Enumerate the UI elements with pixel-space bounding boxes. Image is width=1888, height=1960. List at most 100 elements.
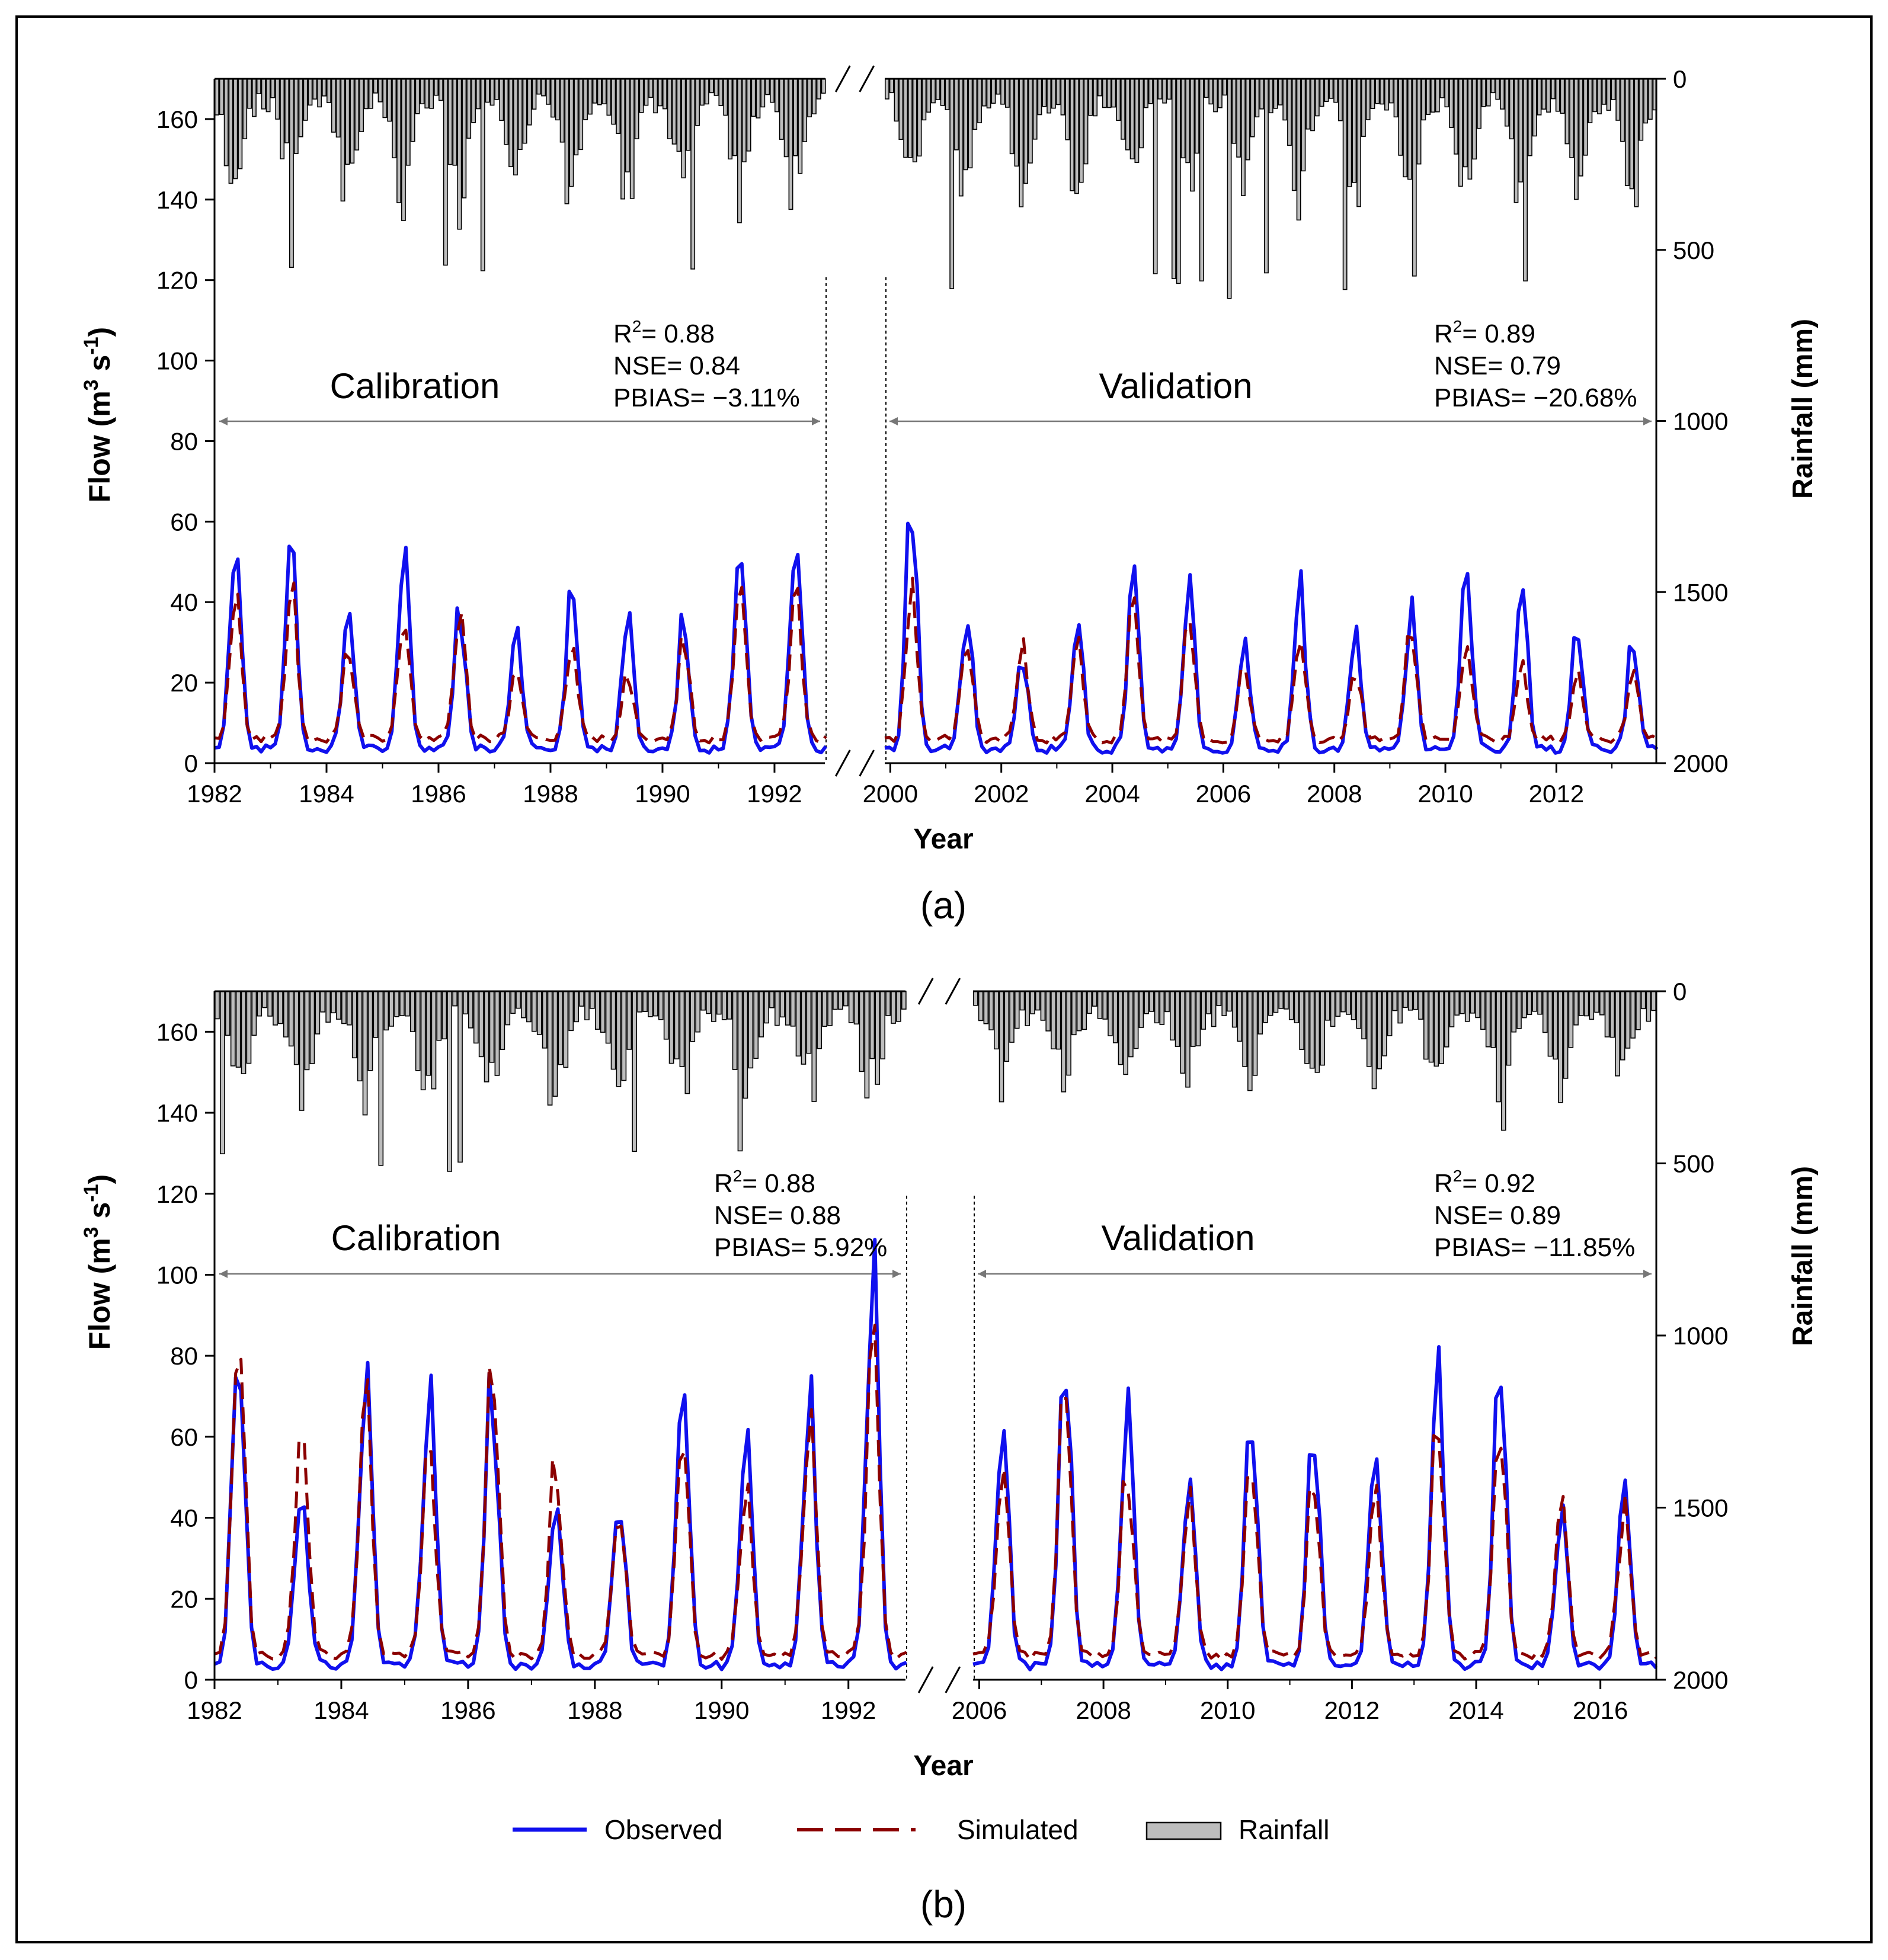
rainfall-bar	[513, 78, 518, 176]
panel-a-cal-r2-sup: 2	[632, 317, 642, 335]
rainfall-bar	[251, 991, 257, 1036]
rainfall-bar	[262, 991, 268, 1008]
rainfall-bar	[723, 78, 728, 116]
rainfall-bar	[261, 78, 266, 110]
rainfall-bar	[526, 991, 532, 1023]
rainfall-bar	[921, 78, 927, 121]
rainfall-bar	[1195, 991, 1201, 1046]
x-tick-label: 2004	[1084, 780, 1140, 808]
rainfall-bar	[1071, 991, 1077, 1036]
rainfall-bar	[746, 78, 751, 152]
rainfall-bar	[1079, 78, 1084, 183]
rainfall-bar	[1087, 991, 1092, 1014]
rainfall-bar	[1263, 991, 1268, 1023]
rainfall-bar	[695, 991, 701, 1033]
rainfall-bar	[999, 991, 1004, 1103]
rainfall-bar	[1123, 991, 1128, 1075]
rainfall-bar	[926, 78, 932, 113]
panel-b-label: (b)	[920, 1883, 967, 1926]
rainfall-bar	[1606, 78, 1611, 111]
rainfall-bar	[1025, 991, 1031, 1026]
left-tick-label: 120	[156, 267, 198, 294]
rainfall-bar	[1237, 991, 1243, 1042]
rainfall-bar	[1081, 991, 1087, 1030]
rainfall-bar	[1213, 78, 1218, 113]
rainfall-bar	[389, 991, 394, 1027]
rainfall-bar	[637, 991, 642, 1013]
rainfall-bar	[466, 78, 472, 139]
panel-b-ylabel-sup2: -1	[80, 1184, 103, 1202]
rainfall-bar	[362, 991, 368, 1116]
rainfall-bar	[1560, 78, 1565, 114]
panel-a-cal-r2-value: = 0.88	[641, 319, 715, 348]
rainfall-bar	[1097, 78, 1102, 97]
rainfall-bar	[1454, 991, 1460, 1016]
rainfall-bar	[592, 78, 597, 104]
rainfall-bar	[1320, 991, 1325, 1066]
left-tick-label: 140	[156, 186, 198, 214]
rainfall-bar	[896, 991, 901, 1022]
rainfall-bar	[679, 991, 685, 1068]
x-tick-label: 1992	[821, 1696, 876, 1724]
rainfall-bar	[1449, 991, 1455, 1027]
x-tick-label: 2006	[952, 1696, 1007, 1724]
rainfall-bar	[1019, 991, 1025, 1011]
simulated-line	[972, 1397, 1657, 1661]
rainfall-bar	[743, 991, 748, 1099]
rainfall-bar	[558, 991, 564, 1065]
panel-a-cal-r2: R2= 0.88	[613, 317, 715, 348]
x-tick-label: 2008	[1307, 780, 1362, 808]
rainfall-bar	[1588, 78, 1593, 123]
rainfall-bar	[1458, 78, 1463, 187]
panel-a-ylabel-right: Rainfall (mm)	[1787, 319, 1819, 499]
figure-border	[15, 15, 1873, 1943]
rainfall-bar	[700, 991, 706, 1011]
x-tick-label: 1988	[567, 1696, 622, 1724]
rainfall-bar	[1335, 991, 1341, 1017]
rainfall-bar	[1620, 78, 1625, 142]
rainfall-bar	[1504, 78, 1509, 127]
rainfall-bar	[741, 78, 747, 162]
left-tick-label: 60	[170, 1423, 198, 1451]
rainfall-bar	[1384, 78, 1389, 111]
rainfall-bar	[843, 991, 849, 1007]
rainfall-bar	[1337, 78, 1343, 121]
rainfall-bar	[1221, 991, 1227, 1017]
rainfall-bar	[880, 991, 886, 1059]
rainfall-bar	[517, 78, 523, 150]
rainfall-bar	[594, 991, 600, 1030]
panel-a-ylabel-main: Flow (m	[83, 390, 116, 502]
period-arrowhead-left	[219, 1270, 228, 1278]
rainfall-bar	[1563, 991, 1569, 1079]
rainfall-bar	[642, 991, 648, 1013]
rainfall-bar	[293, 78, 299, 154]
rainfall-bar	[382, 78, 388, 119]
rainfall-bar	[293, 991, 299, 1065]
panel-b-axes: 0 20 40 60 80 100 120 140 160 0 500 1000 1500 2000 198…	[156, 978, 1729, 1724]
rainfall-bar	[1083, 78, 1089, 165]
rainfall-bar	[1045, 991, 1051, 1032]
rainfall-bar	[270, 78, 276, 98]
rainfall-bar	[1583, 991, 1589, 1017]
panel-b-val-title: Validation	[1101, 1218, 1255, 1258]
rainfall-bar	[1035, 991, 1041, 1011]
rainfall-bar	[1148, 78, 1153, 104]
x-tick-label: 2014	[1448, 1696, 1503, 1724]
rainfall-bar	[578, 78, 584, 150]
rainfall-bar	[547, 991, 553, 1106]
rainfall-bar	[706, 991, 711, 1014]
rainfall-bar	[468, 991, 473, 1029]
x-tick-label: 2002	[974, 780, 1029, 808]
right-tick-label: 0	[1673, 65, 1687, 93]
observed-line	[972, 1345, 1658, 1671]
rainfall-bar	[973, 991, 978, 1006]
rainfall-bar	[759, 991, 764, 1037]
rainfall-bar	[409, 991, 415, 1033]
rainfall-bar	[256, 78, 261, 94]
panel-b-ylabel-main: Flow (m	[83, 1238, 116, 1350]
rainfall-bar	[331, 991, 336, 1014]
rainfall-bar	[869, 991, 875, 1059]
rainfall-bar	[308, 78, 313, 106]
rainfall-bar	[783, 78, 789, 158]
rainfall-bar	[1169, 991, 1175, 1041]
